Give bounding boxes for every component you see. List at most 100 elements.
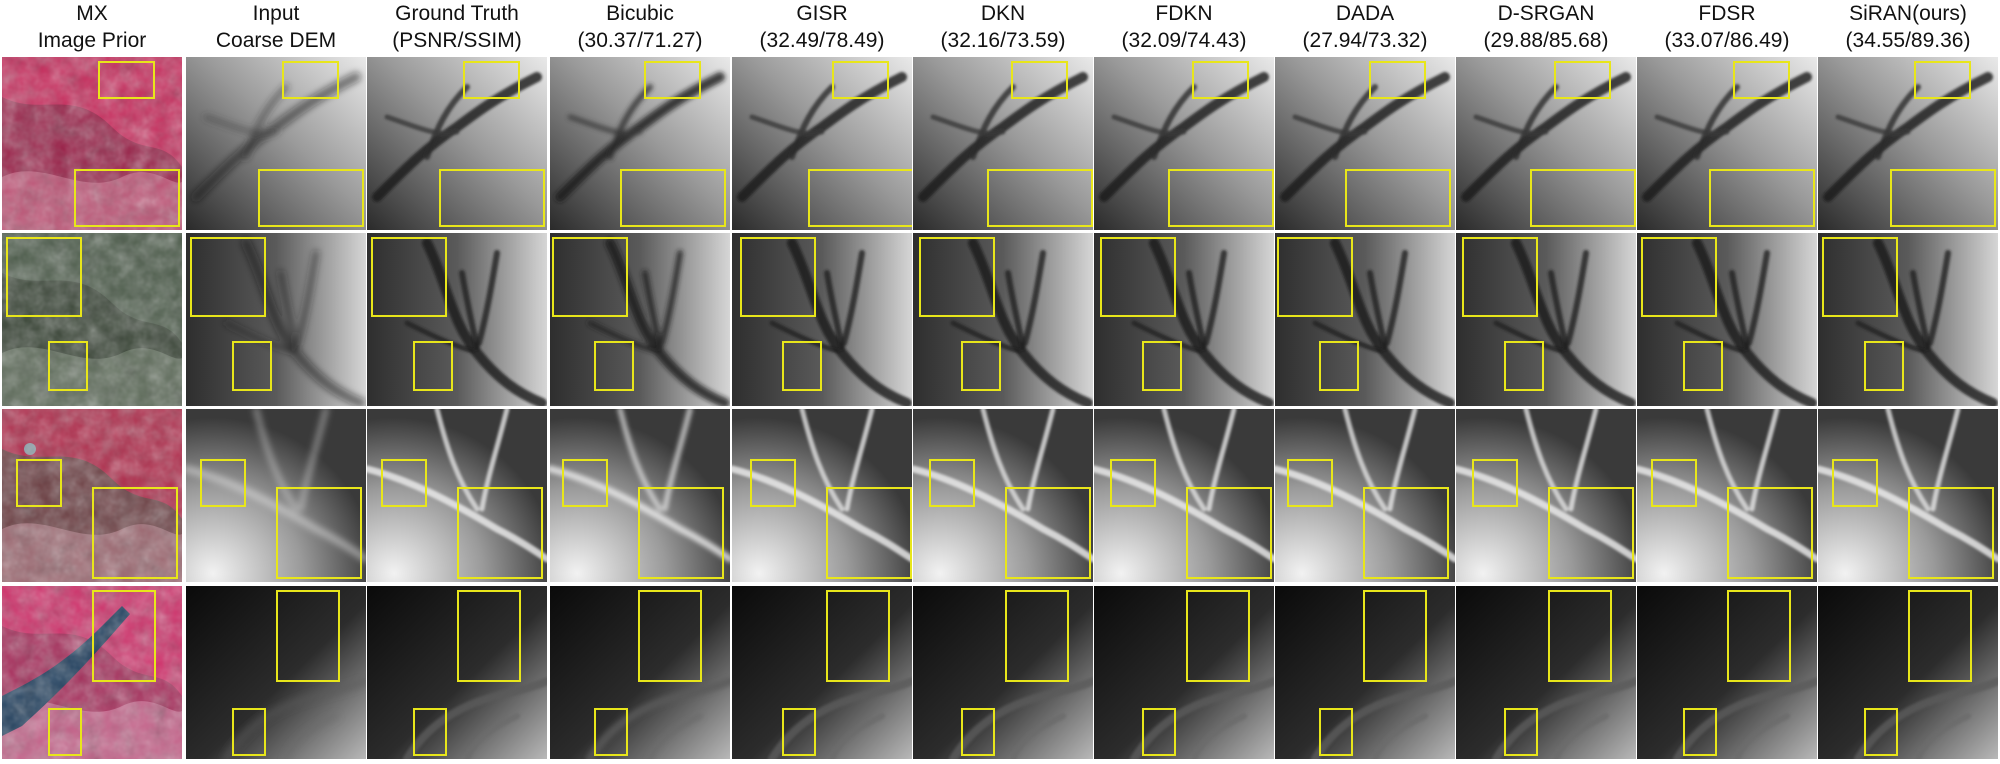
column-title: FDSR <box>1698 2 1756 25</box>
zoom-region-box <box>1186 487 1272 579</box>
zoom-region-box <box>620 169 726 227</box>
dem-result-tile <box>550 409 730 582</box>
zoom-region-box <box>1727 487 1813 579</box>
zoom-region-box <box>457 487 543 579</box>
zoom-region-box <box>371 237 447 317</box>
dem-result-tile <box>732 233 912 406</box>
zoom-region-box <box>6 237 82 317</box>
zoom-region-box <box>1110 459 1156 507</box>
zoom-region-box <box>1530 169 1636 227</box>
zoom-region-box <box>1683 708 1717 756</box>
zoom-region-box <box>826 590 890 682</box>
dem-result-tile <box>1818 586 1998 759</box>
column-header: DKN (32.16/73.59) <box>912 0 1094 56</box>
zoom-region-box <box>1142 708 1176 756</box>
zoom-region-box <box>961 341 1001 391</box>
zoom-region-box <box>1890 169 1996 227</box>
zoom-region-box <box>92 487 178 579</box>
zoom-region-box <box>644 61 701 99</box>
image-prior-tile <box>2 233 182 406</box>
image-prior-tile <box>2 57 182 230</box>
column-subtitle: (32.09/74.43) <box>1121 29 1247 52</box>
zoom-region-box <box>1908 590 1972 682</box>
column-subtitle: (29.88/85.68) <box>1483 29 1609 52</box>
dem-result-tile <box>1456 586 1636 759</box>
zoom-region-box <box>1548 590 1612 682</box>
zoom-region-box <box>1504 341 1544 391</box>
zoom-region-box <box>552 237 628 317</box>
dem-result-tile <box>1094 233 1274 406</box>
column-title: DKN <box>980 2 1026 25</box>
dem-result-tile <box>186 57 366 230</box>
zoom-region-box <box>48 341 88 391</box>
zoom-region-box <box>258 169 364 227</box>
column-subtitle: (33.07/86.49) <box>1664 29 1790 52</box>
zoom-region-box <box>282 61 339 99</box>
column-subtitle: (34.55/89.36) <box>1845 29 1971 52</box>
dem-result-tile <box>1275 409 1455 582</box>
zoom-region-box <box>1914 61 1971 99</box>
dem-result-tile <box>1818 409 1998 582</box>
zoom-region-box <box>1472 459 1518 507</box>
column-title: Ground Truth <box>395 2 519 25</box>
zoom-region-box <box>961 708 995 756</box>
zoom-region-box <box>200 459 246 507</box>
dem-result-tile <box>1818 57 1998 230</box>
dem-result-tile <box>1094 409 1274 582</box>
zoom-region-box <box>413 341 453 391</box>
column-title: MX <box>76 2 108 25</box>
zoom-region-box <box>1864 708 1898 756</box>
column-subtitle: (PSNR/SSIM) <box>392 29 522 52</box>
zoom-region-box <box>1554 61 1611 99</box>
zoom-region-box <box>1462 237 1538 317</box>
zoom-region-box <box>638 590 702 682</box>
zoom-region-box <box>808 169 912 227</box>
zoom-region-box <box>1142 341 1182 391</box>
zoom-region-box <box>1727 590 1791 682</box>
dem-result-tile <box>1637 586 1817 759</box>
dem-result-tile <box>1637 409 1817 582</box>
zoom-region-box <box>1319 708 1353 756</box>
zoom-region-box <box>1709 169 1815 227</box>
column-header: SiRAN(ours) (34.55/89.36) <box>1817 0 1999 56</box>
zoom-region-box <box>413 708 447 756</box>
zoom-region-box <box>1908 487 1994 579</box>
zoom-region-box <box>1100 237 1176 317</box>
zoom-region-box <box>1005 590 1069 682</box>
zoom-region-box <box>1832 459 1878 507</box>
zoom-region-box <box>232 341 272 391</box>
dem-result-tile <box>1637 233 1817 406</box>
zoom-region-box <box>457 590 521 682</box>
dem-result-tile <box>550 233 730 406</box>
dem-result-tile <box>367 57 547 230</box>
column-title: GISR <box>796 2 848 25</box>
zoom-region-box <box>1186 590 1250 682</box>
zoom-region-box <box>48 708 82 756</box>
zoom-region-box <box>987 169 1093 227</box>
column-header: GISR (32.49/78.49) <box>731 0 913 56</box>
zoom-region-box <box>439 169 545 227</box>
zoom-region-box <box>1011 61 1068 99</box>
column-title: DADA <box>1335 2 1395 25</box>
dem-result-tile <box>1275 233 1455 406</box>
dem-result-tile <box>550 586 730 759</box>
zoom-region-box <box>1864 341 1904 391</box>
zoom-region-box <box>594 708 628 756</box>
dem-result-tile <box>1275 586 1455 759</box>
zoom-region-box <box>276 590 340 682</box>
zoom-region-box <box>782 708 816 756</box>
zoom-region-box <box>1319 341 1359 391</box>
image-prior-tile <box>2 409 182 582</box>
column-title: FDKN <box>1155 2 1213 25</box>
column-header: Bicubic (30.37/71.27) <box>549 0 731 56</box>
dem-result-tile <box>1456 409 1636 582</box>
column-subtitle: (32.49/78.49) <box>759 29 885 52</box>
dem-result-tile <box>367 233 547 406</box>
zoom-region-box <box>1369 61 1426 99</box>
zoom-region-box <box>562 459 608 507</box>
dem-result-tile <box>186 409 366 582</box>
dem-result-tile <box>1094 57 1274 230</box>
dem-result-tile <box>550 57 730 230</box>
column-title: SiRAN(ours) <box>1849 2 1967 25</box>
